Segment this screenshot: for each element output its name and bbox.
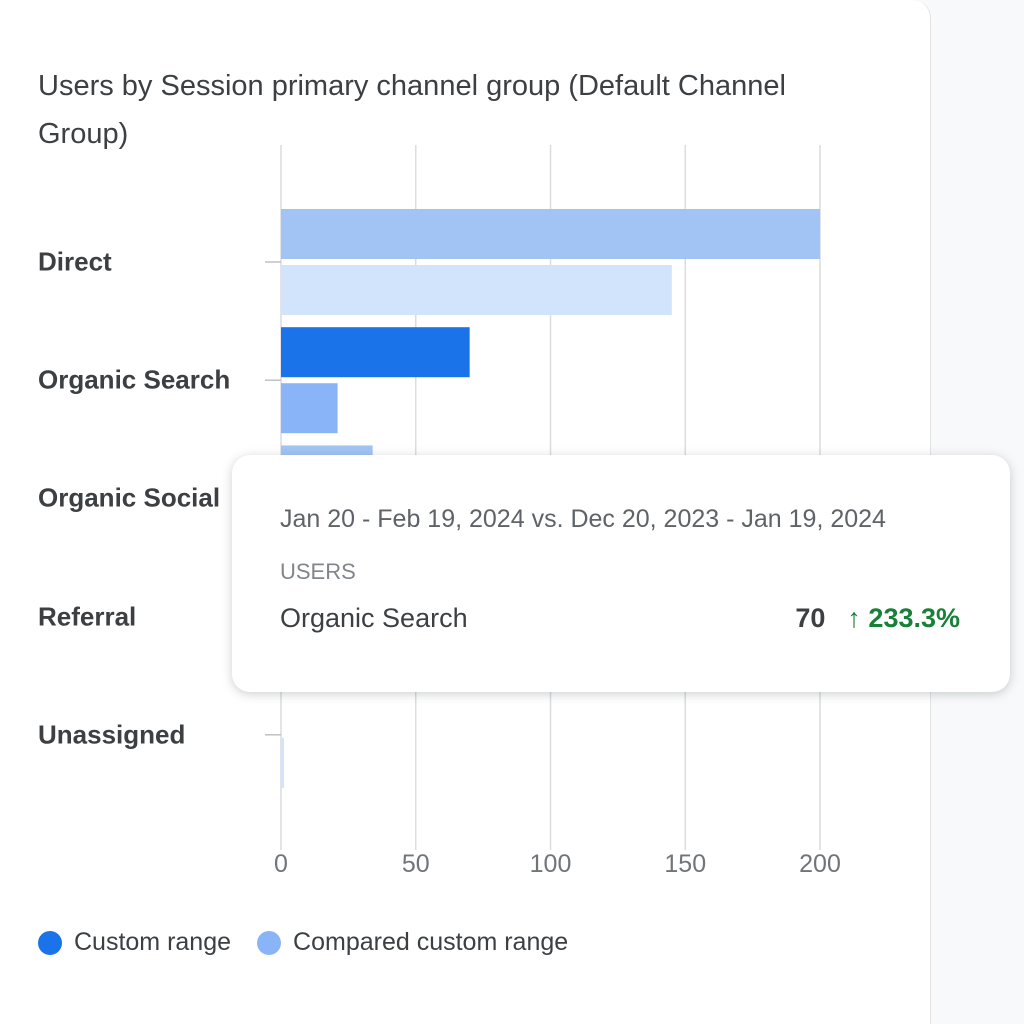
chart-tooltip: Jan 20 - Feb 19, 2024 vs. Dec 20, 2023 -… — [232, 455, 1010, 692]
legend-label: Custom range — [74, 928, 232, 956]
category-label: Organic Social — [38, 482, 221, 513]
chart-card: Users by Session primary channel group (… — [38, 0, 960, 1024]
x-tick-label: 100 — [529, 850, 572, 878]
chart-title: Users by Session primary channel group (… — [38, 70, 786, 150]
tooltip-metric: USERS — [280, 559, 356, 584]
bar-organic-search-current[interactable] — [281, 327, 470, 378]
x-tick-label: 0 — [274, 850, 288, 878]
legend: Custom range Compared custom range — [38, 928, 594, 957]
tooltip-change-value: 233.3% — [868, 603, 960, 633]
tooltip-label: Organic Search — [280, 603, 468, 633]
legend-label: Compared custom range — [293, 928, 569, 956]
x-tick-label: 200 — [799, 850, 841, 878]
legend-item-custom-range[interactable]: Custom range — [38, 928, 231, 957]
category-label: Organic Search — [38, 364, 231, 395]
x-tick-label: 150 — [664, 850, 707, 878]
bar-direct-compared[interactable] — [281, 265, 672, 315]
arrow-up-icon: ↑ — [847, 603, 861, 633]
tooltip-value: 70 — [795, 603, 826, 633]
bar-direct-current[interactable] — [281, 209, 820, 259]
bar-unassigned-compared[interactable] — [281, 737, 284, 788]
bar-organic-search-compared[interactable] — [281, 383, 338, 434]
category-label: Direct — [38, 246, 112, 277]
legend-dot-icon — [257, 930, 282, 955]
category-label: Referral — [38, 601, 137, 632]
tooltip-change: ↑ 233.3% — [847, 603, 960, 634]
legend-item-compared-range[interactable]: Compared custom range — [257, 928, 568, 957]
category-label: Unassigned — [38, 719, 186, 750]
x-tick-label: 50 — [401, 850, 430, 878]
tooltip-date-range: Jan 20 - Feb 19, 2024 vs. Dec 20, 2023 -… — [280, 505, 886, 533]
tooltip-row: Organic Search 70 ↑ 233.3% — [280, 603, 960, 634]
legend-dot-icon — [38, 930, 62, 955]
